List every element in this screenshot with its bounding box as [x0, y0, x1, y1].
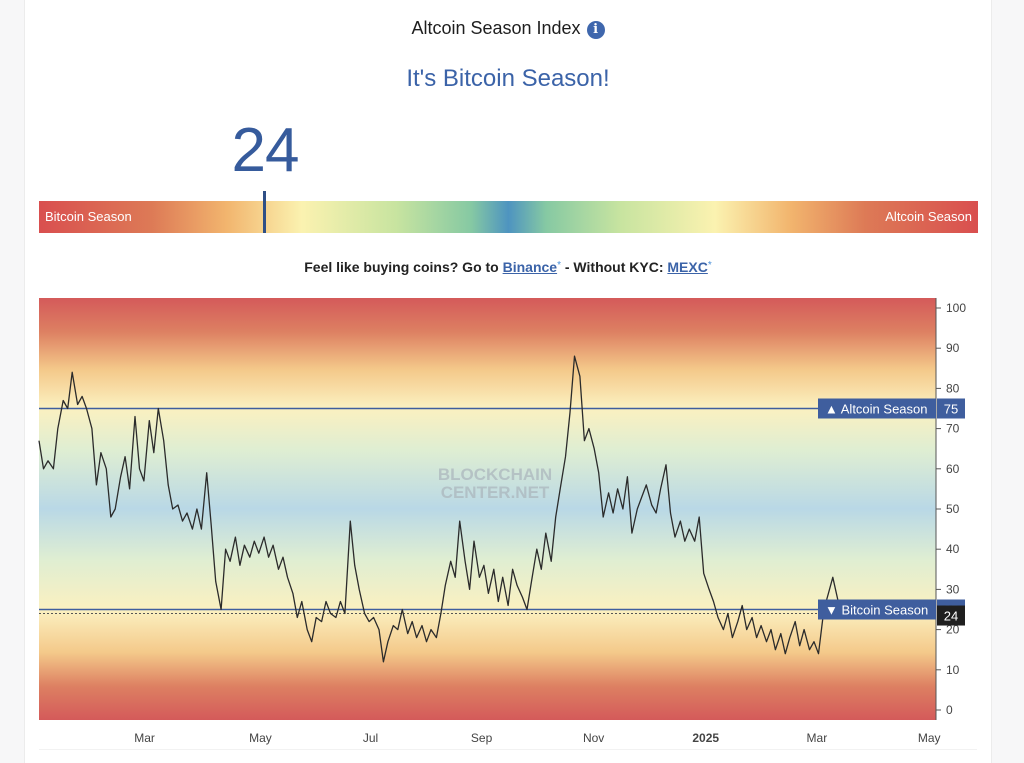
y-axis: 0 10 20 30 40 50 60 70 80 90 100	[936, 301, 966, 717]
binance-star: *	[557, 260, 561, 271]
gauge-marker	[262, 191, 266, 233]
gauge-label-bitcoin: Bitcoin Season	[45, 209, 132, 224]
y-tick-label: 40	[946, 542, 960, 556]
season-status: It's Bitcoin Season!	[406, 65, 610, 92]
threshold-lines	[39, 407, 936, 615]
x-tick-label: Mar	[807, 731, 828, 745]
y-tick-label: 10	[946, 663, 960, 677]
x-tick-label: Sep	[471, 731, 493, 745]
mexc-link[interactable]: MEXC	[667, 259, 708, 275]
promo-middle-text: - Without KYC:	[560, 259, 668, 275]
threshold-badge-bg	[818, 599, 936, 620]
index-series-line	[38, 355, 848, 663]
y-tick-label: 100	[946, 301, 966, 315]
mexc-star: *	[707, 260, 712, 271]
x-tick-label: Nov	[583, 731, 604, 745]
gauge-label-altcoin: Altcoin Season	[885, 209, 972, 224]
index-value: 24	[231, 116, 300, 185]
current-value-badge-bg	[937, 605, 965, 626]
current-value-label: 24	[944, 609, 958, 624]
y-tick-label: 80	[946, 381, 960, 395]
y-tick-label: 90	[946, 341, 960, 355]
y-tick-label: 60	[946, 462, 960, 476]
binance-link[interactable]: Binance	[502, 259, 558, 275]
title-row: Altcoin Season Index i	[25, 18, 991, 39]
y-tick-label: 50	[946, 502, 960, 516]
info-icon[interactable]: i	[586, 21, 605, 39]
y-tick-label: 30	[946, 582, 960, 596]
season-gauge: Bitcoin Season Altcoin Season	[39, 191, 978, 233]
x-tick-label: May	[918, 731, 941, 745]
x-tick-label: Mar	[134, 731, 155, 745]
promo-text: Feel like buying coins? Go to	[304, 259, 503, 275]
page-title: Altcoin Season Index	[411, 18, 581, 38]
altcoin-season-card: Altcoin Season Index i It's Bitcoin Seaso…	[24, 0, 992, 763]
x-tick-label: 2025	[692, 731, 719, 745]
watermark-text: CENTER.NET	[441, 483, 550, 502]
watermark-text: BLOCKCHAIN	[438, 465, 552, 484]
threshold-badge-label: ▲ Altcoin Season	[825, 402, 927, 417]
threshold-value-bg	[937, 398, 965, 419]
threshold-value-label: 75	[944, 402, 958, 417]
y-tick-label: 70	[946, 422, 960, 436]
threshold-badge-label: ▼ Bitcoin Season	[825, 603, 928, 618]
x-axis: Mar May Jul Sep Nov 2025 Mar May	[134, 731, 940, 745]
y-tick-label: 0	[946, 703, 953, 717]
y-tick-label: 20	[946, 623, 960, 637]
x-tick-label: May	[249, 731, 272, 745]
threshold-badge-bg	[818, 398, 936, 419]
promo-line: Feel like buying coins? Go to Binance* -…	[25, 259, 991, 275]
x-tick-label: Jul	[363, 731, 378, 745]
